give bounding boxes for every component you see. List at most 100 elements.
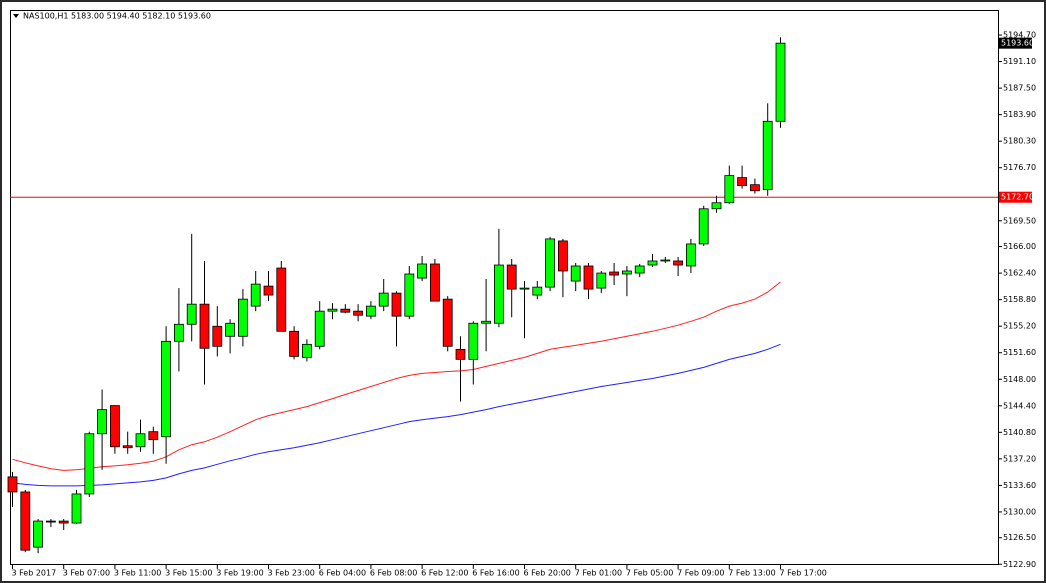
x-tick-label: 6 Feb 16:00 [472, 569, 519, 578]
candle-body [750, 184, 760, 192]
candle-body [596, 272, 607, 289]
moving-average-line [12, 281, 781, 471]
x-tick-label: 3 Feb 23:00 [268, 569, 315, 578]
candle-body [724, 175, 735, 204]
y-tick-label: 5133.60 [1003, 481, 1036, 490]
x-tick-label: 3 Feb 07:00 [63, 569, 110, 578]
y-tick-label: 5126.50 [1003, 533, 1036, 542]
candle-body [558, 240, 568, 272]
x-tick-label: 6 Feb 08:00 [370, 569, 417, 578]
candle-body [314, 310, 325, 347]
candle-body [481, 320, 492, 324]
candle-body [33, 520, 43, 548]
y-tick-label: 5191.10 [1003, 57, 1036, 66]
candle-body [225, 322, 236, 337]
x-tick-label: 6 Feb 12:00 [421, 569, 468, 578]
x-tick-label: 7 Feb 13:00 [728, 569, 775, 578]
candle-body [110, 405, 120, 448]
candle-body [737, 177, 747, 187]
candle-body [161, 340, 172, 438]
plot-frame [10, 10, 999, 565]
y-tick-label: 5176.70 [1003, 163, 1036, 172]
y-tick-label: 5166.00 [1003, 242, 1036, 251]
x-tick-label: 6 Feb 20:00 [524, 569, 571, 578]
candle-body [186, 303, 197, 325]
y-tick-label: 5183.90 [1003, 110, 1036, 119]
x-tick-label: 3 Feb 2017 [12, 569, 57, 578]
candle-body [173, 323, 184, 342]
candle-body [84, 433, 95, 495]
menu-triangle[interactable] [13, 14, 19, 18]
y-tick-label: 5169.50 [1003, 216, 1036, 225]
candle-body [263, 285, 274, 296]
hline-price-label: 5172.70 [1001, 193, 1034, 202]
y-tick-label: 5194.70 [1003, 31, 1036, 40]
candle-body [391, 292, 402, 317]
y-tick-label: 5180.30 [1003, 137, 1036, 146]
candle-body [378, 292, 389, 307]
x-tick-label: 7 Feb 09:00 [677, 569, 724, 578]
y-tick-label: 5187.50 [1003, 84, 1036, 93]
candle-body [442, 298, 453, 347]
candle-body [417, 263, 428, 279]
y-tick-label: 5140.80 [1003, 428, 1036, 437]
candle-body [686, 243, 696, 267]
candle-body [609, 271, 619, 276]
candle-body [71, 493, 82, 524]
candle-body [340, 308, 351, 313]
y-tick-label: 5155.20 [1003, 322, 1036, 331]
x-tick-label: 6 Feb 04:00 [319, 569, 366, 578]
candle-body [122, 445, 133, 449]
candle-body [237, 298, 248, 337]
candle-body [301, 343, 312, 358]
y-tick-label: 5137.20 [1003, 454, 1036, 463]
candle-body [58, 520, 69, 524]
last-price-box [999, 37, 1032, 49]
candle-body [365, 305, 376, 317]
candle-body [429, 263, 440, 302]
candle-body [493, 264, 504, 324]
moving-average-line [12, 343, 781, 487]
candle-body [404, 273, 415, 317]
candle-body [468, 322, 479, 360]
candle-body [634, 265, 645, 274]
candle-body [711, 202, 722, 210]
candle-body [250, 283, 261, 307]
candle-body [673, 260, 683, 266]
y-tick-label: 5151.60 [1003, 348, 1036, 357]
candle-body [506, 264, 517, 290]
x-tick-label: 3 Feb 19:00 [216, 569, 263, 578]
x-tick-label: 3 Feb 15:00 [165, 569, 212, 578]
y-tick-label: 5162.40 [1003, 269, 1036, 278]
candle-body [455, 348, 466, 360]
candle-body [135, 433, 146, 448]
candle-body [775, 42, 786, 122]
x-tick-label: 7 Feb 01:00 [575, 569, 622, 578]
hline-price-box [999, 191, 1032, 203]
candle-body [20, 491, 31, 551]
y-tick-label: 5148.00 [1003, 375, 1036, 384]
candle-body [276, 267, 287, 332]
candle-body [519, 287, 530, 290]
candle-body [97, 409, 107, 435]
candle-body [289, 330, 300, 357]
candle-body [698, 208, 709, 245]
candle-body [327, 308, 338, 312]
candle-body [660, 259, 671, 262]
y-tick-label: 5130.00 [1003, 507, 1036, 516]
candle-body [762, 120, 773, 191]
candle-body [545, 238, 555, 288]
y-tick-label: 5158.80 [1003, 295, 1036, 304]
y-tick-label: 5122.90 [1003, 560, 1036, 569]
candle-body [199, 303, 210, 349]
candle-body [46, 520, 56, 523]
candle-body [353, 310, 364, 316]
candle-body [622, 270, 632, 275]
candle-body [532, 286, 543, 296]
candle-body [148, 431, 159, 441]
candle-body [583, 265, 594, 290]
candle-body [570, 265, 581, 282]
x-tick-label: 7 Feb 17:00 [780, 569, 827, 578]
